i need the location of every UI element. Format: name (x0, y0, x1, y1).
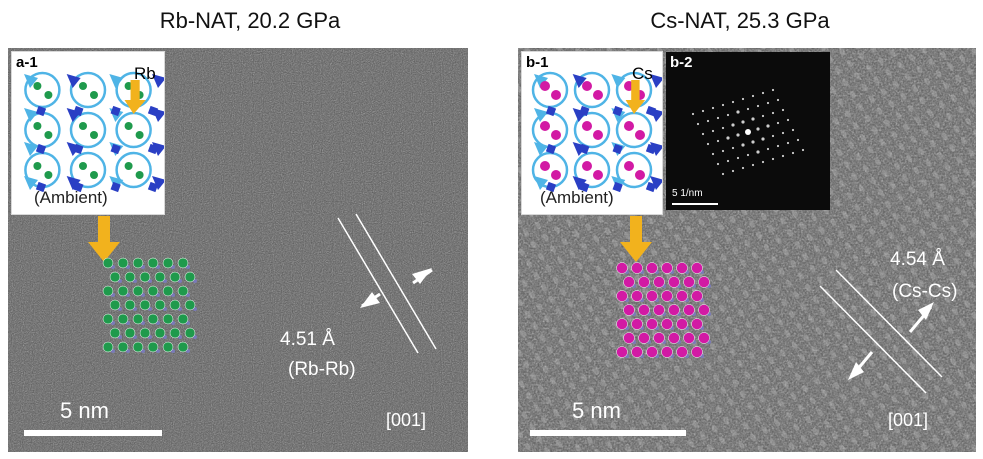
ambient-label: (Ambient) (34, 188, 108, 207)
element-label: Cs (632, 64, 653, 83)
gold-arrow-icon (620, 216, 652, 262)
ambient-label: (Ambient) (540, 188, 614, 207)
ambient-structure-inset-rb: a-1 Rb (Ambient) (12, 52, 166, 214)
lattice-spacing-marker (337, 213, 437, 354)
ambient-structure-inset-cs: b-1 Cs (Ambient) (522, 52, 664, 214)
gold-arrow-icon (88, 216, 120, 262)
pair-label: (Cs-Cs) (892, 281, 958, 302)
framework-diagram (24, 71, 166, 193)
fft-diffraction-inset: b-2 5 1/nm (666, 52, 830, 210)
spacing-value: 4.54 Å (890, 249, 945, 270)
cs-nat-tem-image: b-1 Cs (Ambient) b-2 5 1/nm 4.54 Å (Cs-C… (518, 48, 976, 452)
zone-axis-label: [001] (386, 410, 427, 430)
atom-overlay (616, 262, 711, 358)
atom-overlay (102, 257, 197, 353)
inset-label: b-1 (526, 54, 549, 71)
left-panel-title: Rb-NAT, 20.2 GPa (159, 8, 341, 33)
diffraction-spots (691, 88, 805, 176)
inset-label: a-1 (16, 54, 38, 71)
framework-diagram (531, 71, 664, 193)
framework-structure (531, 71, 664, 193)
scale-bar-label: 5 nm (60, 398, 109, 423)
rb-atom-cluster (102, 257, 197, 353)
rb-nat-tem-image: a-1 Rb (Ambient) 4.51 Å (Rb-Rb) 5 nm [00… (8, 48, 468, 452)
lattice-spacing-marker (819, 269, 943, 394)
scale-bar (530, 430, 686, 436)
fft-scale-label: 5 1/nm (672, 188, 703, 199)
fft-scale-bar (672, 203, 718, 205)
pair-label: (Rb-Rb) (288, 359, 356, 380)
diffraction-pattern (691, 88, 805, 176)
right-panel-title: Cs-NAT, 25.3 GPa (650, 8, 830, 33)
zone-axis-label: [001] (888, 410, 929, 430)
fft-label: b-2 (670, 54, 693, 71)
scale-bar (24, 430, 162, 436)
element-label: Rb (134, 64, 156, 83)
spacing-value: 4.51 Å (280, 329, 335, 350)
scale-bar-label: 5 nm (572, 398, 621, 423)
cs-atom-cluster (616, 262, 711, 358)
framework-structure (24, 71, 166, 193)
